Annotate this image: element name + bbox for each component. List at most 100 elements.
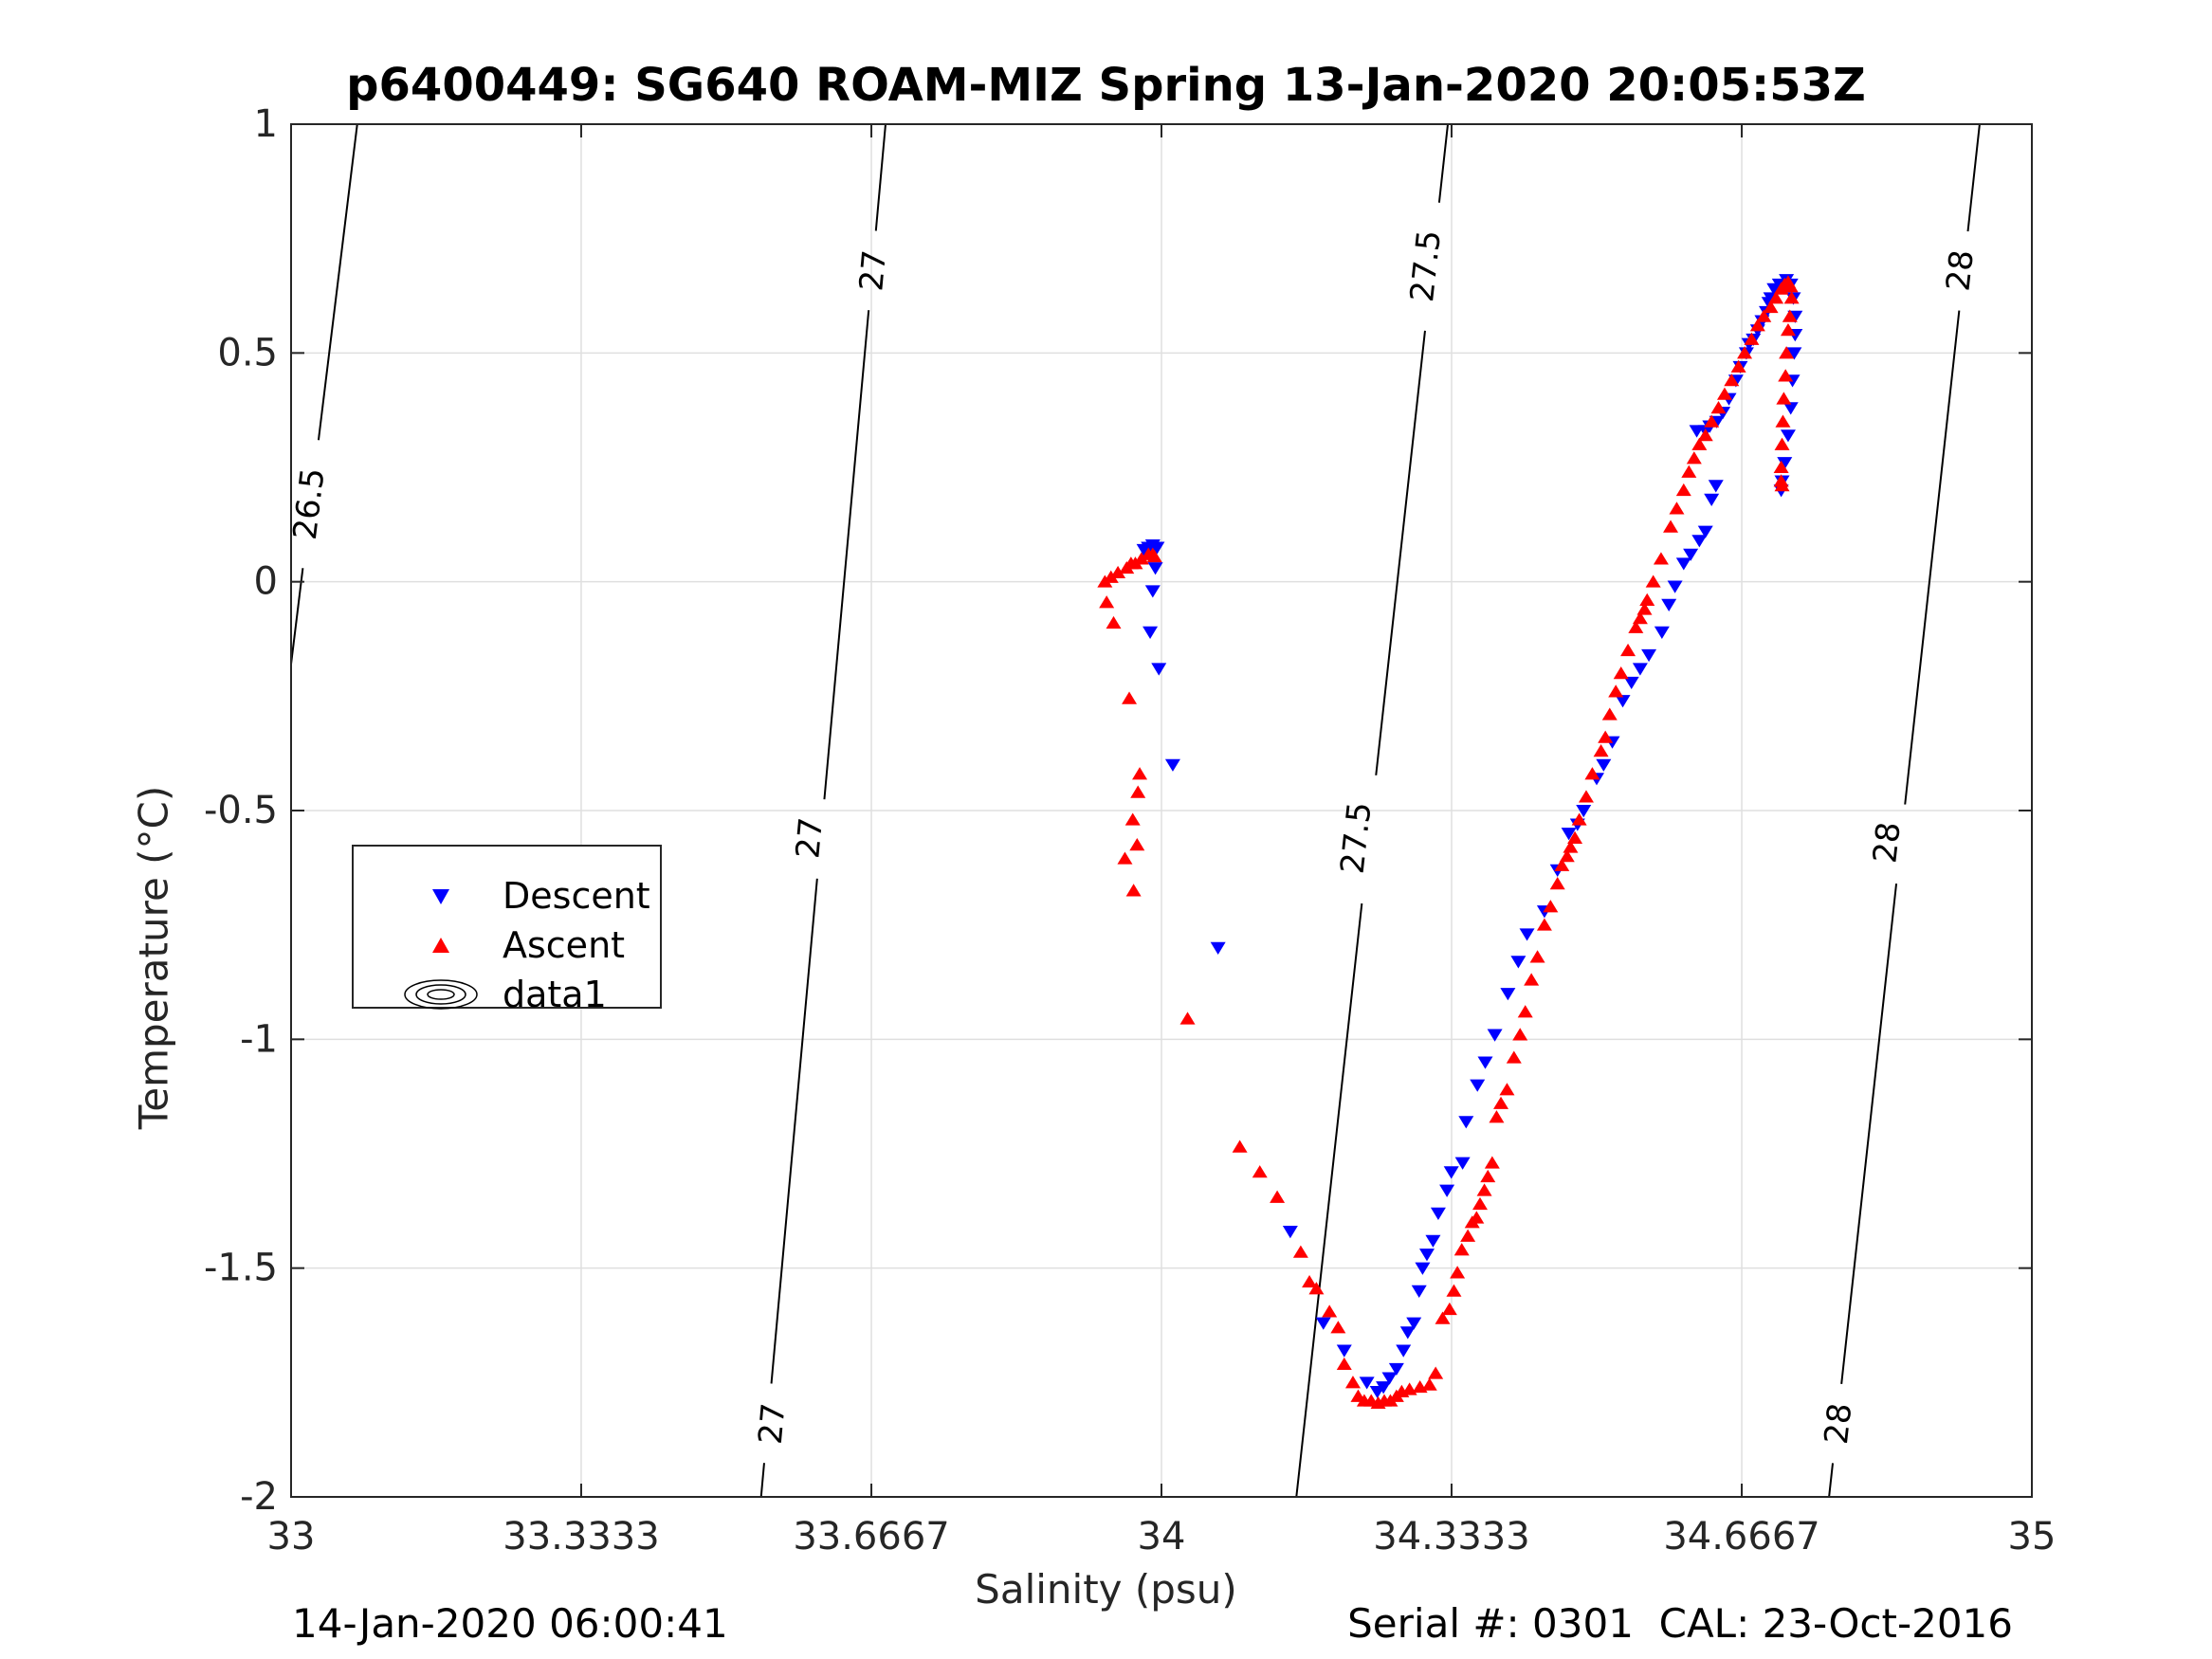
x-axis-label: Salinity (psu)	[975, 1566, 1237, 1613]
ascent-marker	[1724, 374, 1740, 387]
ascent-marker	[1593, 744, 1609, 757]
ascent-marker	[1778, 369, 1794, 382]
ascent-marker	[1110, 565, 1126, 579]
ascent-marker	[1499, 1083, 1515, 1096]
ascent-marker	[1578, 790, 1594, 803]
isopycnal-label: 27.5	[1334, 800, 1380, 876]
ascent-marker	[1730, 359, 1746, 373]
ascent-marker	[1103, 570, 1119, 583]
ascent-marker	[1517, 1005, 1533, 1018]
legend-label-ascent: Ascent	[503, 924, 626, 966]
ascent-marker	[1146, 549, 1162, 563]
ascent-marker	[1472, 1196, 1488, 1211]
ascent-marker	[1270, 1190, 1286, 1203]
descent-marker	[1164, 758, 1180, 772]
x-tick-label: 35	[2008, 1515, 2057, 1559]
ascent-marker	[1421, 1377, 1437, 1391]
isopycnal-line	[770, 878, 818, 1384]
ascent-marker	[1710, 401, 1727, 414]
x-tick-label: 33	[267, 1515, 316, 1559]
axes: 33 33.3333 33.6667 34 34.3333 34.6667 35 -2 -1.5…	[204, 102, 2057, 1559]
ascent-marker	[1774, 437, 1790, 450]
descent-marker	[1381, 1372, 1398, 1385]
y-tick-label: -0.5	[204, 789, 278, 832]
ascent-marker	[1598, 730, 1614, 743]
ascent-marker	[1563, 840, 1579, 853]
ascent-marker	[1489, 1110, 1505, 1123]
ascent-marker	[1099, 595, 1115, 609]
ascent-marker	[1628, 620, 1644, 633]
descent-marker	[1415, 1262, 1431, 1275]
ascent-marker	[1779, 346, 1795, 359]
isopycnal-line	[1966, 123, 1981, 232]
ascent-marker	[1567, 830, 1583, 844]
ascent-marker	[1756, 309, 1772, 322]
descent-marker	[1282, 1226, 1298, 1239]
footer-serial-cal: Serial #: 0301 CAL: 23-Oct-2016	[1347, 1600, 2013, 1647]
ascent-marker	[1584, 767, 1600, 780]
isopycnal-line	[823, 310, 870, 800]
ascent-marker	[1782, 309, 1798, 322]
isopycnal-line	[759, 1463, 765, 1498]
descent-marker	[1623, 676, 1639, 690]
ascent-marker	[1636, 602, 1653, 615]
descent-marker	[1406, 1317, 1422, 1330]
descent-marker	[1519, 928, 1535, 941]
ascent-marker	[1506, 1050, 1522, 1064]
isopycnal-line	[290, 568, 304, 665]
isopycnal-label: 28	[1866, 820, 1908, 865]
descent-marker	[1210, 941, 1226, 955]
descent-marker	[1691, 535, 1708, 548]
ascent-marker	[1322, 1304, 1338, 1318]
descent-marker	[1777, 457, 1793, 470]
ascent-marker	[1669, 501, 1685, 515]
ascent-marker	[1601, 707, 1618, 720]
descent-marker	[1396, 1344, 1412, 1358]
ascent-marker	[1763, 300, 1779, 314]
isopycnal-label: 26.5	[286, 466, 333, 542]
ascent-marker	[1125, 884, 1142, 897]
ascent-marker	[1681, 465, 1697, 478]
ascent-marker	[1639, 592, 1655, 606]
descent-marker	[1667, 580, 1683, 593]
descent-marker	[1439, 1184, 1455, 1197]
descent-marker	[1782, 402, 1799, 415]
descent-marker	[1786, 347, 1802, 360]
descent-marker	[1399, 1326, 1416, 1340]
ascent-marker	[1480, 1169, 1496, 1183]
isopycnal-line	[1840, 883, 1898, 1384]
x-tick-label: 34.6667	[1663, 1515, 1819, 1559]
ascent-marker	[1768, 291, 1784, 304]
ascent-marker	[1632, 611, 1648, 625]
x-tick-label: 34	[1138, 1515, 1186, 1559]
descent-marker	[1576, 805, 1592, 818]
descent-marker	[1487, 1029, 1503, 1042]
ascent-marker	[1453, 1243, 1470, 1256]
ascent-marker	[1571, 812, 1587, 826]
ascent-marker	[1179, 1012, 1196, 1025]
isopycnal-line	[1295, 902, 1363, 1498]
descent-marker	[1376, 1381, 1392, 1395]
ascent-marker	[1653, 552, 1669, 565]
ascent-marker	[1122, 691, 1138, 704]
ascent-marker	[1529, 950, 1545, 963]
descent-marker	[1359, 1376, 1375, 1390]
x-tick-label: 33.6667	[793, 1515, 949, 1559]
descent-marker	[1708, 480, 1724, 493]
descent-marker	[1336, 1344, 1352, 1358]
legend-item-ascent: Ascent	[354, 921, 660, 970]
isopycnal-label: 28	[1818, 1401, 1859, 1446]
descent-marker	[1641, 648, 1657, 663]
ascent-marker	[1663, 520, 1679, 533]
y-axis-label: Temperature (°C)	[130, 785, 177, 1130]
ascent-marker	[1344, 1376, 1361, 1389]
descent-marker	[1425, 1234, 1441, 1248]
ascent-marker	[1716, 387, 1732, 400]
ascent-marker	[1232, 1139, 1248, 1153]
data-markers	[1097, 274, 1803, 1410]
descent-marker	[1477, 1056, 1493, 1069]
descent-marker	[1500, 988, 1516, 1001]
isopycnal-line	[317, 123, 358, 441]
isopycnal-label: 27	[789, 816, 831, 861]
legend-item-descent: Descent	[354, 871, 660, 921]
